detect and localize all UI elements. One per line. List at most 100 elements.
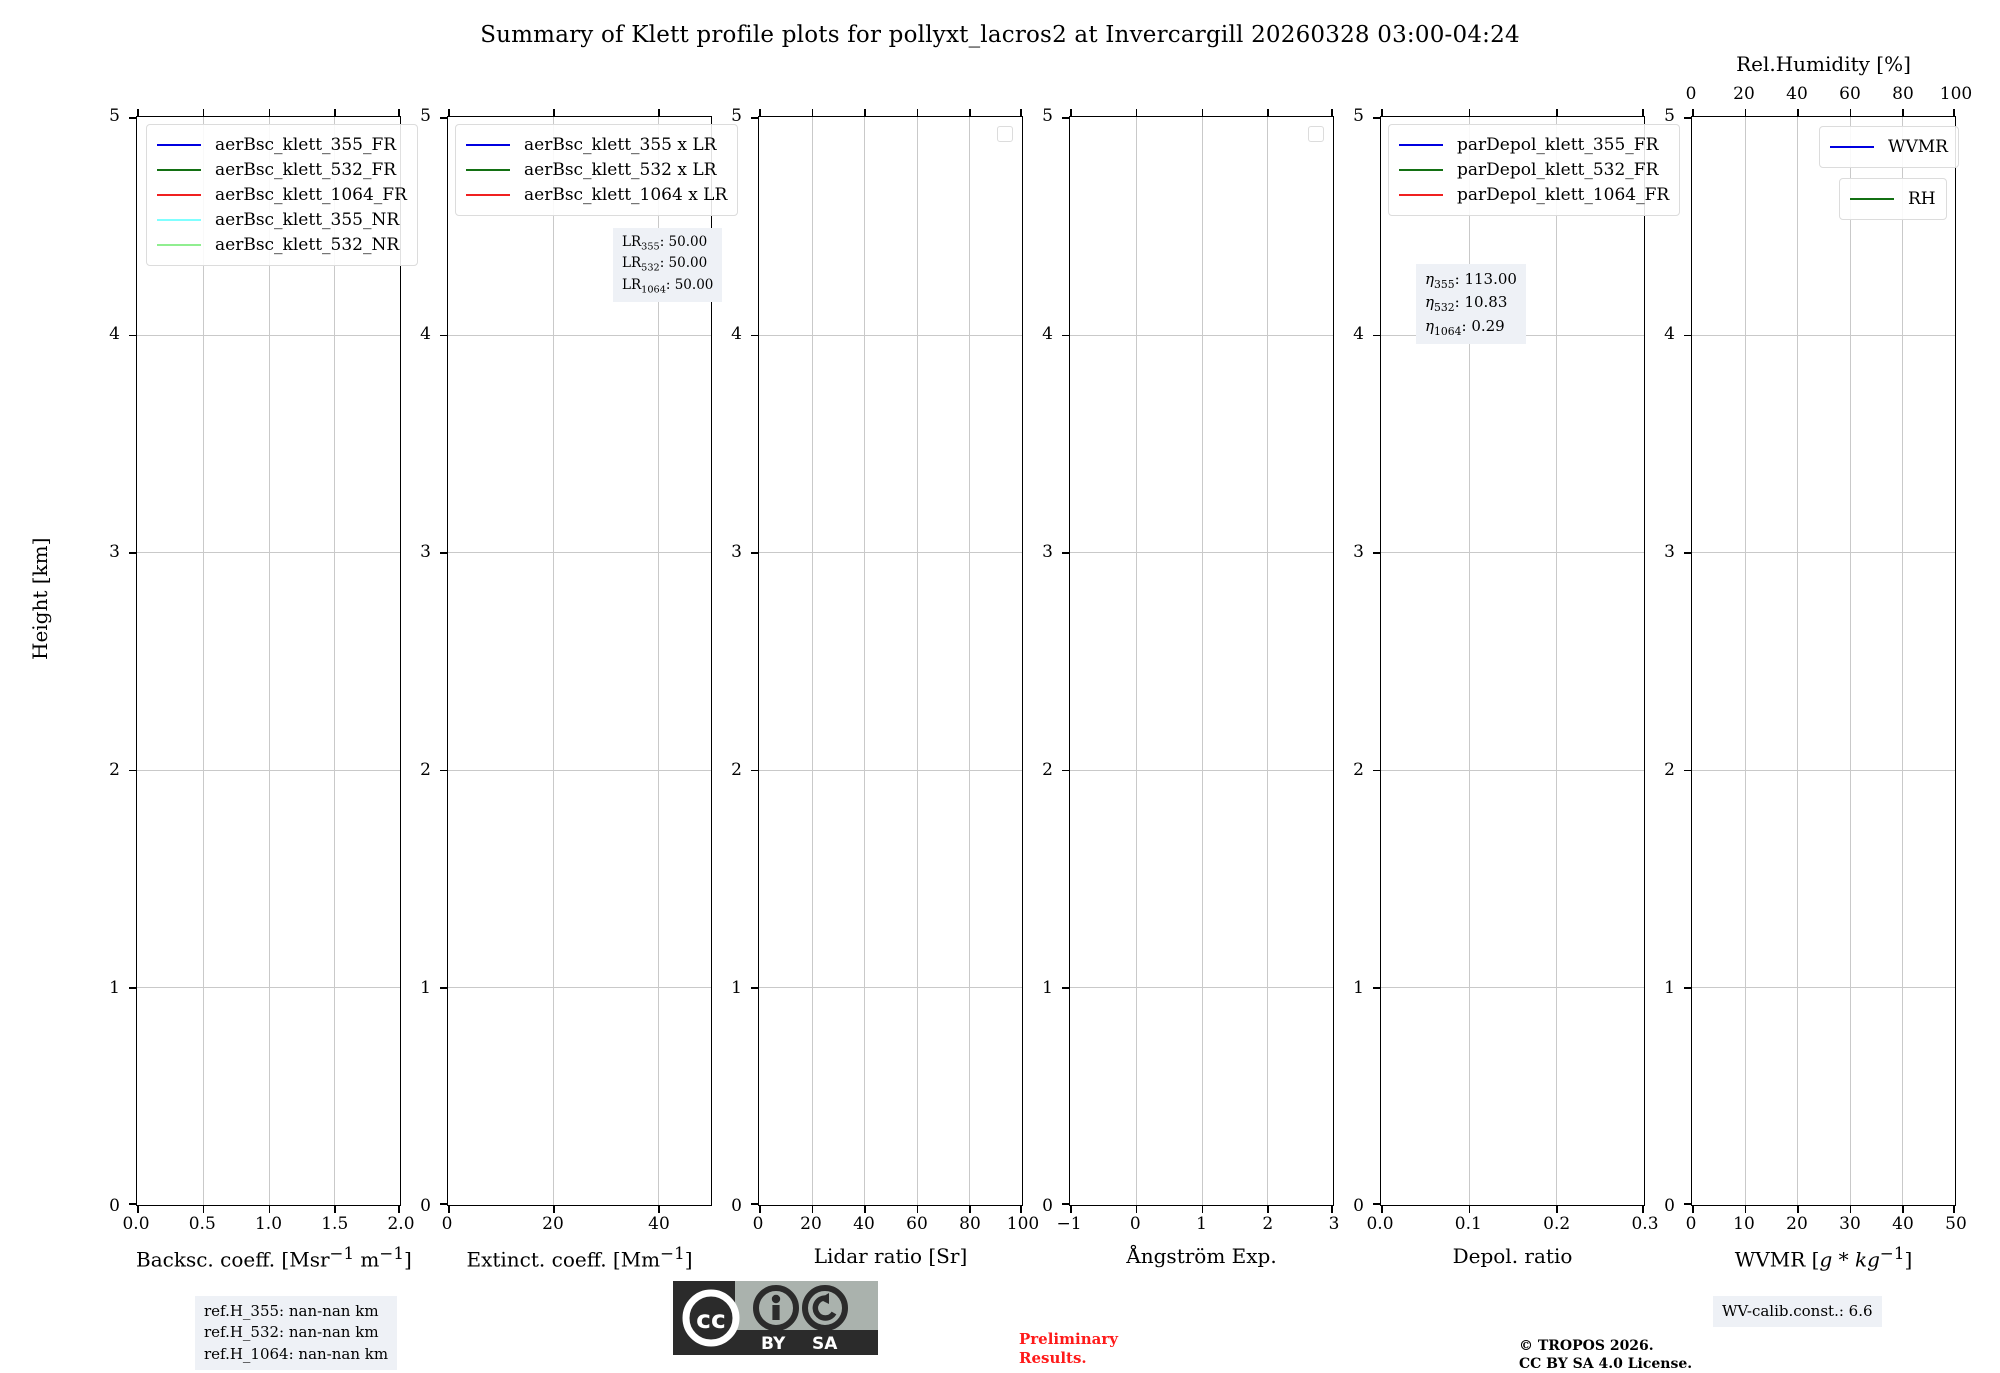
x-tick: 20 [542,1214,564,1234]
x-tick-top: 60 [1839,84,1861,104]
panel-depolarization: 5 4 3 2 1 0 0.0 0.1 0.2 0.3 Depol. ratio… [1353,106,1681,1268]
legend-swatch-line [157,143,201,146]
lr-532-symbol: LR [622,255,642,272]
panel-backscatter: 5 4 3 2 1 0 0.0 0.5 1.0 1.5 2.0 Backsc. … [109,106,418,1272]
y-tick-0: 0 [420,1196,431,1216]
cc-sa-label: SA [812,1334,838,1354]
legend-label: aerBsc_klett_355 x LR [524,134,717,155]
x-axis-title-extinction: Extinct. coeff. [Mm−1] [466,1244,693,1272]
legend-depolarization[interactable]: parDepol_klett_355_FR parDepol_klett_532… [1388,124,1681,216]
legend-item: aerBsc_klett_532 x LR [466,157,727,182]
empty-legend-placeholder [997,126,1013,142]
x-tick: 0 [441,1214,453,1234]
y-tick-4: 4 [420,324,431,344]
x-axis-title-depolarization: Depol. ratio [1452,1244,1573,1268]
legend-swatch-line [466,193,510,196]
plot-area-lidar-ratio[interactable] [751,109,1023,1213]
x-tick: 30 [1839,1214,1861,1234]
legend-rh[interactable]: RH [1839,178,1947,220]
creative-commons-badge[interactable]: cc BY SA [673,1281,878,1355]
y-tick-0: 0 [1664,1196,1675,1216]
legend-swatch-line [157,218,201,221]
legend-label: aerBsc_klett_355_FR [215,134,397,155]
x-tick: 60 [906,1214,928,1234]
y-tick-5: 5 [1664,106,1675,126]
legend-item: WVMR [1830,134,1948,159]
legend-swatch-line [466,168,510,171]
x-tick: 0.5 [188,1214,216,1234]
plot-area-wvmr-rh[interactable] [1684,109,1956,1213]
x-tick: 20 [1786,1214,1808,1234]
x-tick-top: 20 [1733,84,1755,104]
x-tick-top: 40 [1786,84,1808,104]
legend-item: aerBsc_klett_1064_FR [157,182,407,207]
x-axis-title-lidar-ratio: Lidar ratio [Sr] [813,1244,968,1268]
plot-area-backscatter[interactable] [129,109,401,1213]
x-tick: 3 [1328,1214,1340,1234]
y-tick-4: 4 [731,324,742,344]
legend-extinction[interactable]: aerBsc_klett_355 x LR aerBsc_klett_532 x… [455,124,739,216]
legend-label: parDepol_klett_1064_FR [1457,184,1670,205]
x-tick: 100 [1006,1214,1040,1234]
legend-swatch-line [1399,193,1443,196]
y-tick-0: 0 [731,1196,742,1216]
y-tick-1: 1 [1664,978,1675,998]
empty-legend-placeholder [1308,126,1324,142]
cc-icons: cc [682,1285,848,1347]
y-tick-1: 1 [1353,978,1364,998]
legend-wvmr[interactable]: WVMR [1819,126,1959,168]
y-tick-2: 2 [731,760,742,780]
y-tick-5: 5 [731,106,742,126]
legend-swatch-line [1830,145,1874,148]
x-tick: −1 [1056,1214,1082,1234]
legend-label: parDepol_klett_532_FR [1457,159,1659,180]
legend-swatch-line [1850,197,1894,200]
y-tick-0: 0 [1353,1196,1364,1216]
legend-item: parDepol_klett_355_FR [1399,132,1669,157]
lr-355-subscript: 355 [641,241,660,253]
x-tick: 0.0 [1366,1214,1394,1234]
reference-height-annotation: ref.H_355: nan-nan km ref.H_532: nan-nan… [195,1296,398,1370]
x-tick: 1.5 [321,1214,349,1234]
ref-height-532: ref.H_532: nan-nan km [204,1323,379,1342]
eta-355-value: 113.00 [1464,270,1517,288]
panel-angstrom: 5 4 3 2 1 0 −1 0 1 2 3 Ångström Exp. [1042,106,1339,1268]
y-tick-4: 4 [1042,324,1053,344]
x-tick: 10 [1733,1214,1755,1234]
y-tick-4: 4 [1353,324,1364,344]
x-tick: 0 [1685,1214,1697,1234]
legend-swatch-line [157,193,201,196]
legend-label: aerBsc_klett_532 x LR [524,159,717,180]
y-tick-2: 2 [420,760,431,780]
y-tick-3: 3 [420,542,431,562]
y-tick-1: 1 [1042,978,1053,998]
legend-label: WVMR [1888,136,1948,157]
y-tick-1: 1 [731,978,742,998]
lr-532-value: 50.00 [668,255,708,272]
y-tick-5: 5 [109,106,120,126]
ref-height-355: ref.H_355: nan-nan km [204,1302,379,1320]
eta-355-symbol: η [1425,270,1434,288]
panel-extinction: 5 4 3 2 1 0 0 20 40 Extinct. coeff. [Mm−… [420,106,739,1272]
eta-532-subscript: 532 [1434,301,1455,315]
eta-1064-value: 0.29 [1471,316,1505,335]
legend-swatch-line [1399,143,1443,146]
legend-swatch-line [1399,168,1443,171]
y-tick-3: 3 [1042,542,1053,562]
plot-area-angstrom[interactable] [1062,109,1334,1213]
legend-item: aerBsc_klett_532_NR [157,232,407,257]
y-tick-2: 2 [1042,760,1053,780]
tropos-copyright: © TROPOS 2026. CC BY SA 4.0 License. [1519,1338,1693,1373]
x-tick: 2 [1262,1214,1274,1234]
page-title: Summary of Klett profile plots for polly… [480,22,1520,48]
legend-item: aerBsc_klett_355_FR [157,132,407,157]
legend-swatch-line [157,243,201,246]
legend-swatch-line [157,168,201,171]
legend-label: aerBsc_klett_1064 x LR [524,184,728,205]
y-tick-5: 5 [1042,106,1053,126]
legend-backscatter[interactable]: aerBsc_klett_355_FR aerBsc_klett_532_FR … [146,124,418,266]
panel-wvmr-rh: 5 4 3 2 1 0 0 10 20 30 40 50 0 20 40 60 … [1664,52,1972,1272]
y-tick-1: 1 [420,978,431,998]
y-tick-3: 3 [109,542,120,562]
legend-label: RH [1908,188,1936,209]
